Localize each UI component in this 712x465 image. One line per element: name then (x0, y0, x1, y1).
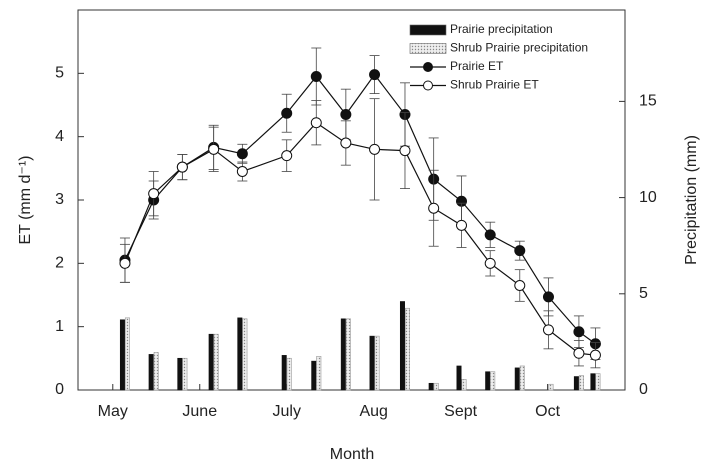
et-point (484, 257, 496, 269)
et-point (573, 347, 585, 359)
x-tick-label: June (182, 403, 217, 420)
et-point (340, 109, 352, 120)
precip-bar (242, 318, 248, 391)
legend-swatch (409, 24, 447, 36)
y-axis-label: ET (mm d⁻¹) (17, 155, 34, 244)
et-point (589, 349, 601, 361)
precip-bar (208, 333, 214, 391)
et-point (369, 143, 381, 155)
et-point (281, 107, 293, 119)
precip-bar (519, 365, 525, 391)
legend-label: Prairie precipitation (450, 22, 553, 36)
et-point (542, 324, 554, 336)
precip-bar (573, 376, 579, 391)
legend-label: Prairie ET (450, 59, 504, 73)
et-line (124, 121, 596, 356)
legend-label: Shrub Prairie ET (450, 78, 539, 92)
precip-bar (281, 355, 287, 391)
precip-bar (590, 373, 596, 391)
et-point (573, 326, 585, 338)
y-tick-label: 0 (55, 381, 64, 398)
precip-bar (428, 382, 434, 391)
et-point (148, 188, 160, 200)
plot-frame (77, 9, 626, 391)
et-point (399, 145, 411, 157)
et-point (514, 245, 526, 257)
y2-tick-label: 0 (639, 381, 648, 398)
precip-bar (374, 335, 380, 391)
et-point (176, 161, 188, 173)
precip-bar (311, 360, 317, 391)
et-point (208, 143, 220, 155)
precip-bar (345, 318, 351, 391)
precip-bar (485, 371, 491, 391)
et-point (119, 257, 131, 269)
precip-bar (578, 375, 584, 391)
et-point (310, 117, 322, 129)
precip-bar (286, 357, 292, 391)
x-tick-label: Oct (535, 403, 560, 420)
precip-bar (119, 319, 125, 391)
precip-bar (177, 357, 183, 391)
legend-swatch (409, 43, 447, 54)
y2-tick-label: 15 (639, 93, 657, 110)
precip-bar (153, 352, 159, 391)
x-tick-label: May (98, 403, 128, 420)
precip-bar (548, 383, 554, 391)
y2-axis-label: Precipitation (mm) (683, 135, 700, 265)
x-tick-label: Sept (444, 403, 477, 420)
precip-bar (213, 333, 219, 391)
precip-bar (340, 318, 346, 391)
y-tick-label: 2 (55, 255, 64, 272)
y-tick-label: 1 (55, 318, 64, 335)
precip-bar (237, 317, 243, 391)
y-tick-label: 4 (55, 128, 64, 145)
et-point (456, 219, 468, 231)
legend-label: Shrub Prairie precipitation (450, 41, 588, 55)
x-tick-label: July (272, 403, 300, 420)
legend-marker (423, 62, 433, 72)
precip-bar (148, 354, 154, 391)
precip-bar (182, 357, 188, 391)
precip-bar (490, 371, 496, 391)
et-point (310, 71, 322, 82)
et-point (340, 137, 352, 149)
et-point (542, 291, 554, 303)
y-tick-label: 3 (55, 191, 64, 208)
y2-tick-label: 10 (639, 189, 657, 206)
precip-bar (456, 365, 462, 391)
precip-bar (404, 307, 410, 391)
et-point (236, 148, 248, 160)
precip-bar (369, 335, 375, 391)
et-point (514, 280, 526, 291)
x-axis-label: Month (330, 446, 374, 463)
precip-bar (316, 356, 322, 391)
precip-bar (433, 382, 439, 391)
et-point (281, 150, 293, 162)
et-point (236, 166, 248, 177)
et-point (428, 202, 440, 214)
x-tick-label: Aug (359, 403, 387, 420)
precip-bar (595, 373, 601, 391)
precip-bar (514, 367, 520, 391)
y2-tick-label: 5 (639, 285, 648, 302)
precip-bar (461, 379, 467, 391)
et-point (484, 229, 496, 241)
et-point (369, 69, 381, 81)
precip-bar (124, 317, 130, 391)
legend-marker (423, 80, 433, 91)
y-tick-label: 5 (55, 65, 64, 82)
et-line (124, 73, 596, 345)
precip-bar (399, 301, 405, 391)
